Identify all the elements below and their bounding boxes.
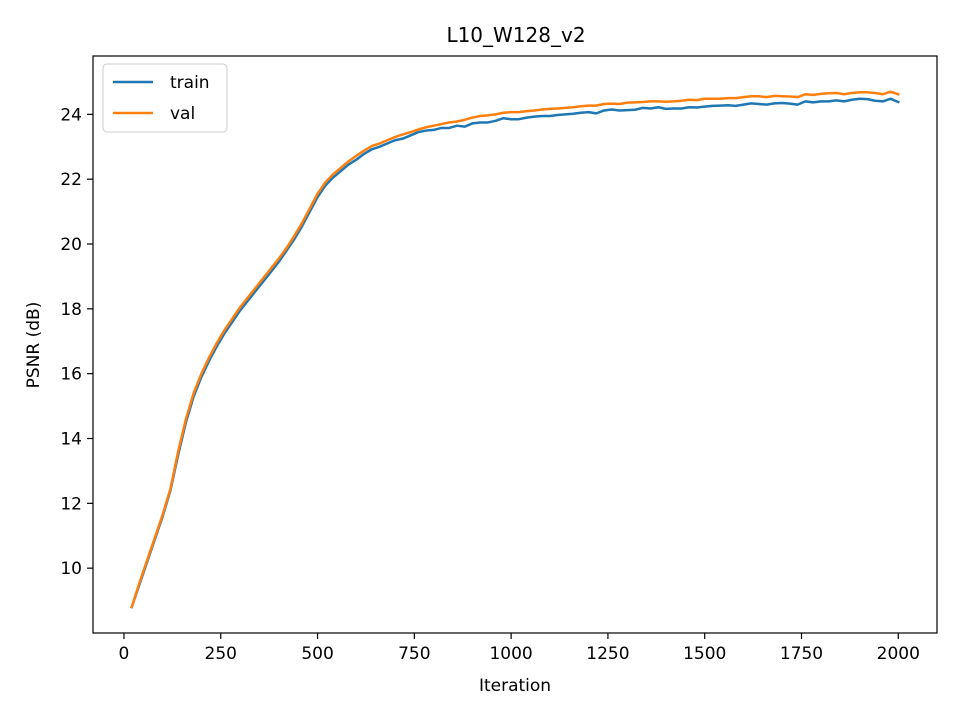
x-tick-label: 2000 [877,644,920,664]
y-tick-label: 18 [60,300,82,320]
plot-frame [92,55,938,634]
x-tick-label: 1500 [683,644,726,664]
legend-label-train: train [170,73,210,93]
x-tick-label: 1000 [489,644,532,664]
series-line-train [130,97,900,609]
x-tick-label: 500 [301,644,333,664]
y-tick-label: 10 [60,559,82,579]
y-tick-label: 20 [60,235,82,255]
legend-label-val: val [170,104,195,124]
x-tick-label: 1750 [780,644,823,664]
legend: train val [102,63,228,133]
x-tick-label: 0 [119,644,130,664]
y-tick-label: 22 [60,170,82,190]
y-tick-label: 14 [60,430,82,450]
y-axis-label: PSNR (dB) [24,302,44,389]
y-tick-label: 12 [60,494,82,514]
x-tick-label: 250 [205,644,237,664]
chart-title: L10_W128_v2 [446,23,585,47]
axes: 0 250 500 750 1000 1250 1500 1750 2000 10 12 14 16 18… [60,55,938,664]
x-tick-label: 1250 [586,644,629,664]
y-tick-label: 16 [60,365,82,385]
plot-area [130,90,900,609]
y-tick-label: 24 [60,105,82,125]
series-line-val [130,90,900,609]
x-axis-label: Iteration [479,676,551,696]
x-tick-label: 750 [398,644,430,664]
